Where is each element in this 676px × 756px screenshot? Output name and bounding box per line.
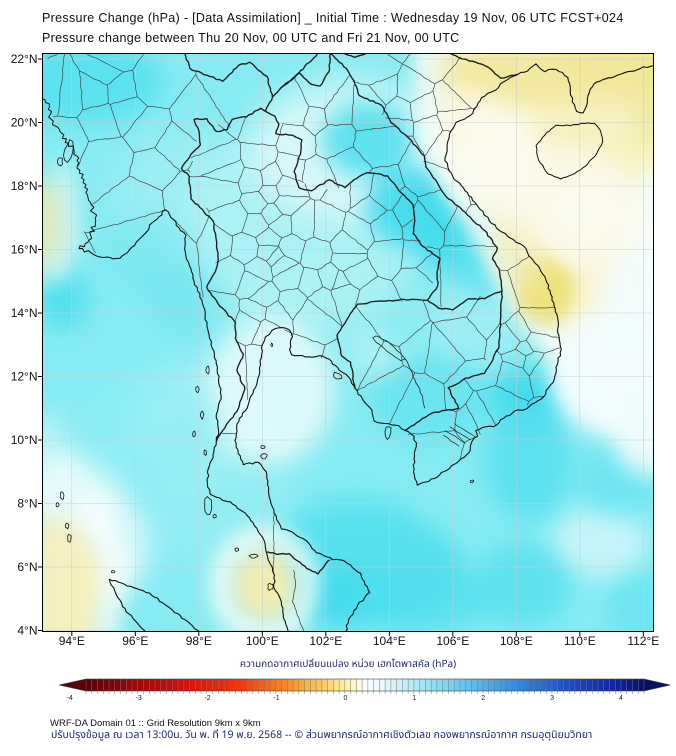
svg-text:104°E: 104°E bbox=[373, 634, 406, 648]
svg-text:94°E: 94°E bbox=[59, 634, 85, 648]
svg-text:102°E: 102°E bbox=[309, 634, 342, 648]
svg-text:106°E: 106°E bbox=[436, 634, 469, 648]
svg-text:18°N: 18°N bbox=[11, 179, 38, 193]
svg-text:16°N: 16°N bbox=[11, 243, 38, 257]
svg-text:108°E: 108°E bbox=[500, 634, 533, 648]
svg-text:110°E: 110°E bbox=[564, 634, 596, 648]
svg-text:2: 2 bbox=[481, 695, 485, 702]
svg-text:112°E: 112°E bbox=[627, 634, 659, 648]
svg-text:1: 1 bbox=[412, 695, 416, 702]
svg-text:6°N: 6°N bbox=[17, 560, 37, 574]
svg-text:10°N: 10°N bbox=[11, 433, 38, 447]
svg-text:20°N: 20°N bbox=[11, 116, 38, 130]
svg-text:22°N: 22°N bbox=[11, 52, 38, 66]
svg-text:12°N: 12°N bbox=[11, 370, 38, 384]
svg-text:-1: -1 bbox=[273, 695, 279, 702]
svg-text:-4: -4 bbox=[67, 695, 73, 702]
svg-text:100°E: 100°E bbox=[246, 634, 279, 648]
svg-text:8°N: 8°N bbox=[17, 497, 37, 511]
svg-text:96°E: 96°E bbox=[122, 634, 148, 648]
svg-text:0: 0 bbox=[343, 695, 347, 702]
svg-text:3: 3 bbox=[550, 695, 554, 702]
svg-text:14°N: 14°N bbox=[11, 306, 38, 320]
svg-text:98°E: 98°E bbox=[186, 634, 212, 648]
svg-text:4: 4 bbox=[619, 695, 623, 702]
svg-text:4°N: 4°N bbox=[17, 624, 37, 638]
svg-text:-2: -2 bbox=[204, 695, 210, 702]
svg-text:-3: -3 bbox=[136, 695, 142, 702]
